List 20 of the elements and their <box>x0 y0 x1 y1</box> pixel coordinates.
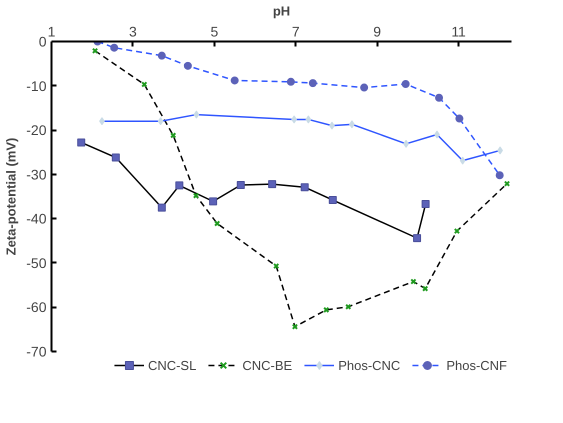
y-tick-label: -20 <box>26 122 47 138</box>
legend-label: Phos-CNF <box>446 358 507 372</box>
y-tick-label: -50 <box>26 254 47 271</box>
x-tick-label: 1 <box>48 24 56 40</box>
legend-label: Phos-CNC <box>338 358 400 372</box>
y-tick-label: -30 <box>26 166 47 182</box>
x-tick-label: 7 <box>292 24 300 40</box>
legend-label: CNC-SL <box>148 358 196 372</box>
y-tick-label: -60 <box>26 299 47 316</box>
y-tick-label: -10 <box>26 78 47 94</box>
legend-label: CNC-BE <box>242 358 292 372</box>
x-tick-label: 5 <box>210 24 218 40</box>
x-tick-label: 9 <box>373 24 382 40</box>
y-tick-label: 0 <box>38 34 47 50</box>
y-axis-title: Zeta-potential (mV) <box>3 138 18 256</box>
y-tick-label: -70 <box>26 344 47 360</box>
x-tick-label: 3 <box>129 24 138 40</box>
x-tick-label: 11 <box>451 24 466 40</box>
y-tick-label: -40 <box>26 210 47 227</box>
x-axis-title: pH <box>272 4 290 18</box>
